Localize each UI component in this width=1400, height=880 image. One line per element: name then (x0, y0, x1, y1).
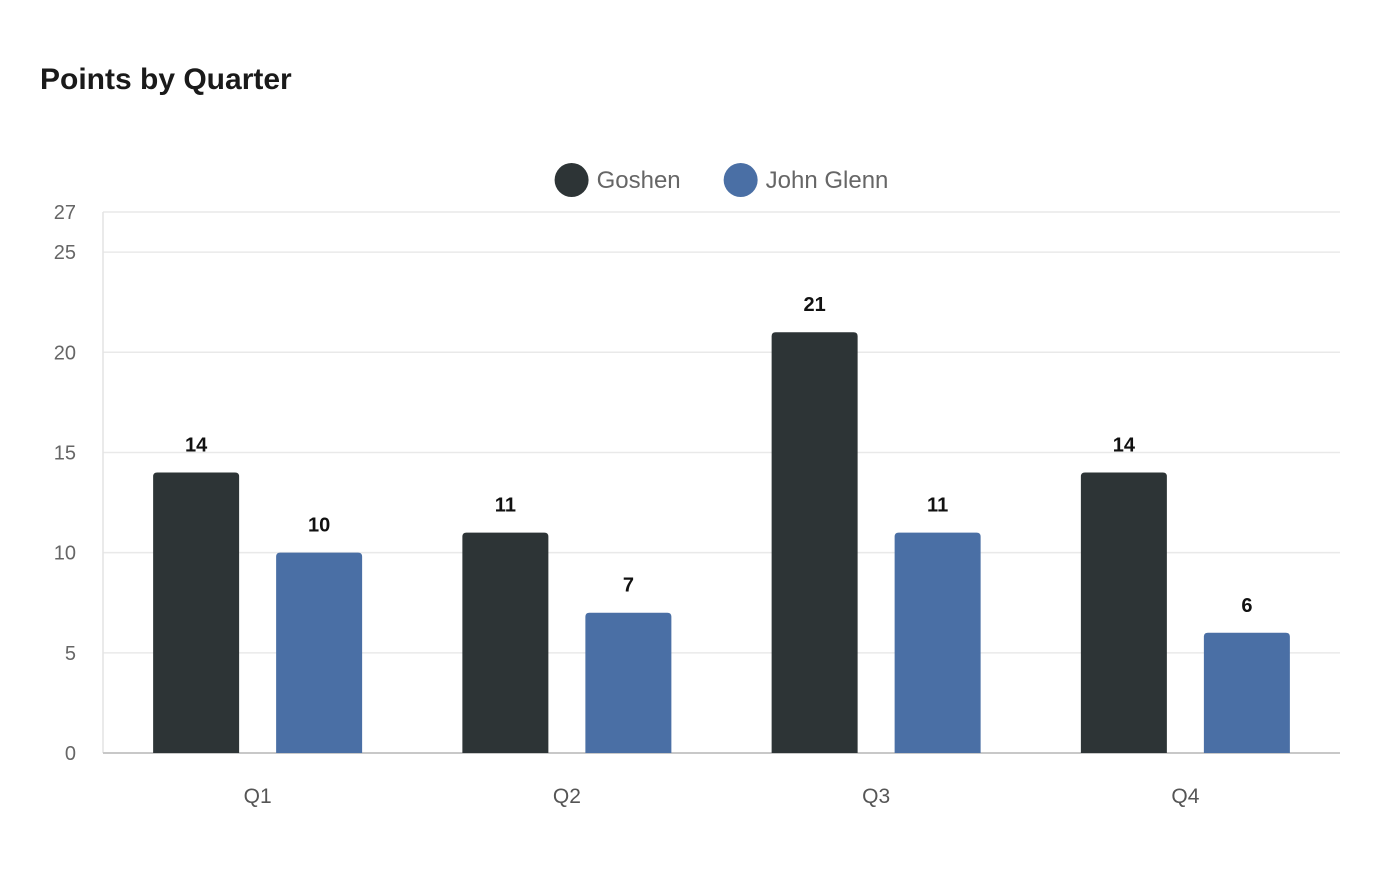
legend-item-john-glenn[interactable]: John Glenn (723, 163, 889, 197)
legend-label: John Glenn (766, 167, 889, 194)
x-axis: Q1 Q2 Q3 Q4 (244, 785, 1200, 808)
y-tick-label: 15 (54, 442, 76, 464)
chart-title: Points by Quarter (40, 63, 292, 96)
y-tick-label: 5 (65, 643, 76, 665)
legend-item-goshen[interactable]: Goshen (554, 163, 681, 197)
bars (153, 332, 1290, 753)
y-tick-label: 0 (65, 743, 76, 765)
data-label: 7 (623, 575, 634, 597)
bar-goshen-q2[interactable] (462, 532, 549, 753)
data-label: 21 (804, 294, 826, 316)
y-tick-label: 25 (54, 242, 76, 264)
x-tick-label: Q3 (862, 785, 890, 808)
y-tick-label: 10 (54, 543, 76, 565)
data-label: 11 (495, 495, 516, 517)
y-axis: 0 5 10 15 20 25 27 (54, 202, 1340, 765)
data-label: 6 (1241, 595, 1252, 617)
y-tick-label: 20 (54, 342, 76, 364)
data-label: 14 (1113, 434, 1136, 456)
bar-goshen-q4[interactable] (1080, 472, 1167, 753)
data-labels: 14 10 11 7 21 11 14 6 (185, 294, 1252, 617)
legend-label: Goshen (597, 167, 681, 194)
x-tick-label: Q4 (1171, 785, 1199, 808)
x-tick-label: Q2 (553, 785, 581, 808)
bar-goshen-q3[interactable] (771, 332, 858, 753)
data-label: 11 (927, 495, 948, 517)
legend-swatch (554, 163, 589, 197)
y-tick-label: 27 (54, 202, 76, 224)
legend-swatch (723, 163, 758, 197)
legend[interactable]: Goshen John Glenn (554, 163, 889, 197)
bar-john-glenn-q3[interactable] (894, 532, 981, 753)
bar-goshen-q1[interactable] (153, 472, 240, 753)
bar-john-glenn-q4[interactable] (1203, 632, 1290, 753)
data-label: 10 (308, 515, 330, 537)
x-tick-label: Q1 (244, 785, 272, 808)
bar-john-glenn-q2[interactable] (585, 612, 672, 753)
data-label: 14 (185, 434, 208, 456)
bar-john-glenn-q1[interactable] (276, 552, 363, 753)
